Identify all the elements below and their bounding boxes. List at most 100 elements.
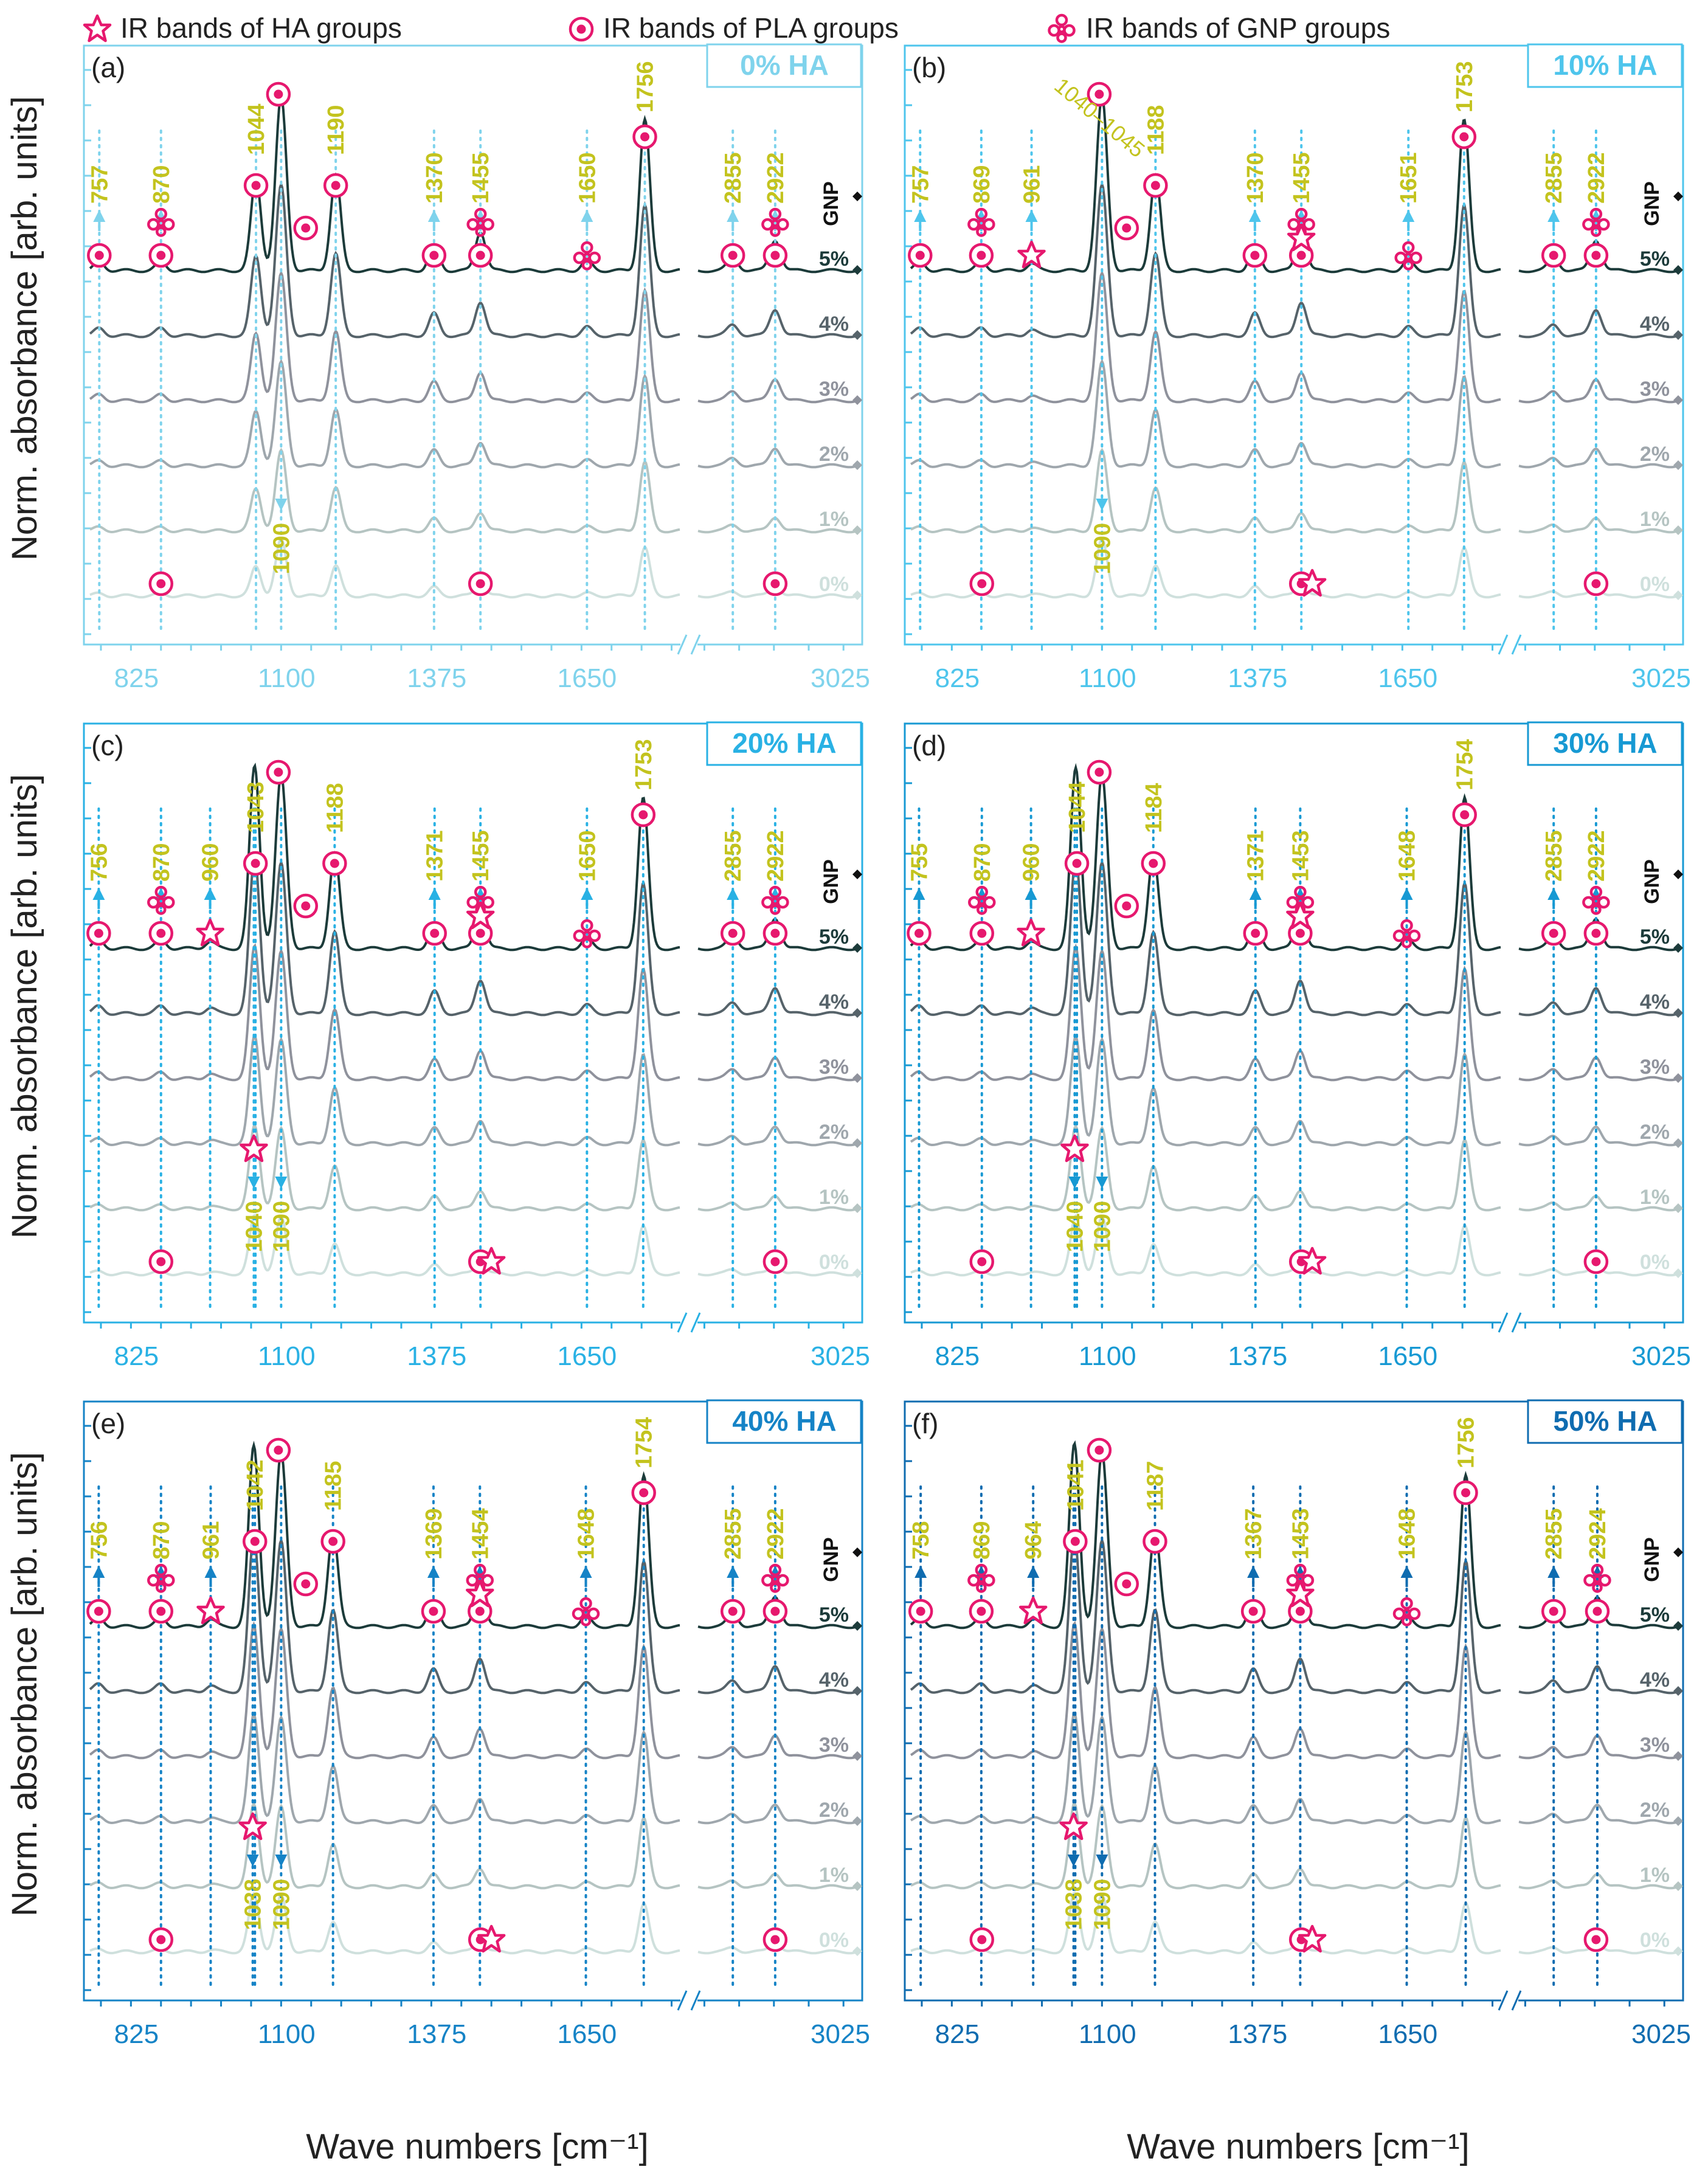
axis-break-gap [1501,634,1518,655]
axis-break-mark [1498,1990,1509,2011]
spectrum-line [697,309,857,339]
pla-marker-icon [325,175,347,196]
series-label: 2% [819,1121,849,1144]
peak-arrow [1096,499,1108,511]
peak-label: 960 [1019,843,1045,882]
pla-marker-icon [150,922,172,944]
series-label: 3% [1640,1056,1670,1079]
spectrum-line [1518,1125,1678,1147]
series-label: 1% [819,1186,849,1209]
peak-label: 1090 [1090,1879,1115,1931]
series-label: 1% [819,508,849,531]
peak-label: 1041 [1063,1459,1088,1511]
x-tick-label: 825 [935,1341,980,1371]
ha-marker-icon [240,1814,266,1839]
peak-label: 1650 [575,152,600,204]
pla-marker-icon [971,573,993,595]
pla-marker-icon [764,1600,786,1622]
peak-label: 1651 [1396,152,1422,204]
peak-label: 1038 [1062,1879,1087,1931]
peak-label: 1370 [1243,152,1268,204]
peak-label: 1038 [241,1879,266,1931]
series-label: 0% [1640,1251,1670,1274]
pla-marker-icon [1585,922,1607,944]
peak-label: 870 [149,1521,175,1560]
peak-arrow [579,1566,592,1578]
spectrum-line [910,1530,1501,1695]
panel-letter: (c) [91,730,124,761]
pla-marker-icon [1088,761,1110,783]
axis-break-gap [1501,1312,1518,1333]
x-tick-label: 1650 [1378,663,1437,693]
pla-marker-icon [1454,804,1476,826]
spectrum-line [89,1124,680,1212]
spectrum-line [697,1872,857,1890]
peak-label: 870 [970,843,995,882]
peak-label: 1188 [1143,105,1169,155]
peak-label: 2922 [1584,152,1609,204]
axis-break-mark [1511,1312,1522,1333]
legend-pla-label: IR bands of PLA groups [603,12,899,44]
series-label: 5% [819,1603,849,1627]
peak-label: 2922 [763,830,789,882]
pla-marker-icon [1245,922,1267,944]
axis-break-gap [1501,1990,1518,2011]
x-tick-label: 3025 [1631,2019,1691,2049]
peak-arrow [581,210,593,222]
peak-label: 870 [149,165,175,204]
peak-label: 2855 [1541,152,1567,204]
spectrum-line [89,1530,680,1695]
peak-arrow [427,1566,440,1578]
gnp-label: GNP [1641,859,1664,904]
spectrum-line [910,1801,1501,1890]
gnp-label: GNP [820,1537,843,1582]
peak-label: 1090 [1090,523,1115,575]
series-diamond [1673,1751,1683,1761]
pla-marker-icon [469,573,491,595]
pla-marker-icon [423,244,445,266]
peak-arrow [1096,1177,1108,1189]
pla-marker-icon [722,244,744,266]
peak-label: 756 [86,843,112,882]
spectrum-line [697,1056,857,1082]
spectrum-line [89,269,680,404]
peak-arrow [1247,1566,1260,1578]
peak-label: 1756 [1454,1417,1479,1468]
peak-label: 1370 [422,152,448,204]
panel-title: 20% HA [732,727,836,759]
series-diamond [1673,1881,1683,1891]
spectrum-line [1518,1665,1678,1695]
panel-title-box [1527,721,1683,766]
x-tick-label: 825 [114,1341,159,1371]
peak-arrow [1547,1566,1560,1578]
series-label: 3% [819,1056,849,1079]
pla-marker-icon [88,922,109,944]
axis-break-mark [690,1312,701,1333]
x-tick-label: 1650 [557,663,617,693]
series-label: 0% [819,1929,849,1952]
legend-ha-entry: IR bands of HA groups [85,12,402,44]
peak-label: 755 [907,843,932,882]
spectrum-line [89,536,680,599]
spectrum-line [697,1665,857,1695]
series-diamond [852,1138,862,1148]
pla-marker-icon [632,804,654,826]
panel-letter: (f) [912,1408,938,1439]
series-diamond [1673,1946,1683,1956]
peak-arrow [915,1566,927,1578]
pla-marker-icon [634,126,656,148]
x-tick-label: 1100 [1079,663,1136,693]
x-tick-label: 825 [114,663,159,693]
x-tick-label: 1100 [1079,2019,1136,2049]
series-diamond [852,1816,862,1826]
pla-marker-icon [722,922,744,944]
series-diamond [1673,1138,1683,1148]
panel-title: 40% HA [732,1405,836,1437]
spectrum-line [89,762,680,952]
panel-b: (b) 10% HA 825 1100 1375 1650 3025 0% 1% 2% 3% 4% 5%… [904,43,1691,693]
pla-marker-icon [908,922,930,944]
pla-marker-icon [1586,1600,1608,1622]
peak-arrow [1400,1566,1413,1578]
peak-arrow [275,1177,288,1189]
